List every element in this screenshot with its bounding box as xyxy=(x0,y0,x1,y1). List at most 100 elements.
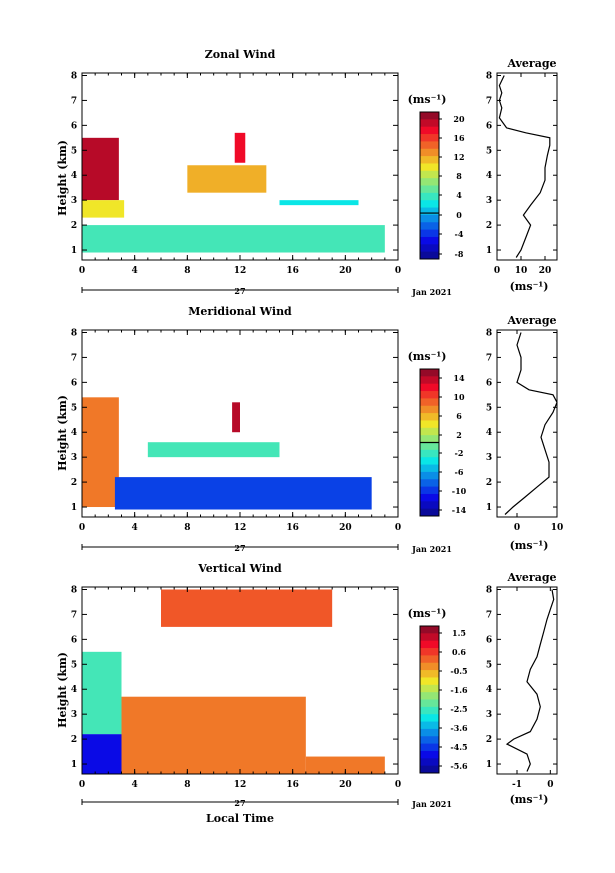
colorbar-tick-label: 20 xyxy=(453,114,465,124)
average-x-tick-label: 0 xyxy=(547,780,553,790)
colorbar-segment xyxy=(420,728,439,737)
colorbar-segment xyxy=(420,398,439,407)
colorbar-segment xyxy=(420,633,439,642)
y-tick-label: 4 xyxy=(71,171,77,181)
y-tick-label: 4 xyxy=(71,428,77,438)
x-tick-label: 12 xyxy=(234,780,247,790)
average-x-tick-label: 10 xyxy=(551,523,564,533)
average-y-tick-label: 5 xyxy=(486,660,492,670)
average-x-tick-label: -1 xyxy=(512,780,522,790)
average-y-tick-label: 8 xyxy=(486,71,492,81)
colorbar-segment xyxy=(420,640,439,649)
y-axis-label: Height (km) xyxy=(56,395,69,471)
heatmap-cell xyxy=(82,734,122,774)
y-tick-label: 7 xyxy=(71,610,77,620)
average-x-tick-label: 0 xyxy=(494,266,500,276)
x-tick-label: 16 xyxy=(286,780,299,790)
colorbar-tick-label: -1.6 xyxy=(450,685,468,695)
colorbar-segment xyxy=(420,229,439,238)
y-tick-label: 8 xyxy=(71,71,77,81)
average-y-tick-label: 1 xyxy=(486,503,492,513)
colorbar-segment xyxy=(420,501,439,510)
y-tick-label: 5 xyxy=(71,146,77,156)
day-label: 27 xyxy=(234,543,245,553)
panel-title: Meridional Wind xyxy=(188,305,292,318)
colorbar-segment xyxy=(420,677,439,686)
y-tick-label: 4 xyxy=(71,685,77,695)
average-y-tick-label: 5 xyxy=(486,146,492,156)
colorbar-segment xyxy=(420,236,439,245)
colorbar-tick-label: -14 xyxy=(452,505,467,515)
y-axis-label: Height (km) xyxy=(56,652,69,728)
average-y-tick-label: 2 xyxy=(486,735,492,745)
colorbar-segment xyxy=(420,112,439,120)
colorbar-tick-label: -2 xyxy=(455,448,464,458)
x-tick-label: 0 xyxy=(79,266,85,276)
panel-meridional-wind: Meridional Wind Height (km) (ms⁻¹) Avera… xyxy=(56,305,563,554)
colorbar-tick-label: -4 xyxy=(455,229,464,239)
y-tick-label: 6 xyxy=(71,121,77,131)
colorbar-segment xyxy=(420,721,439,730)
x-tick-label: 8 xyxy=(184,266,190,276)
colorbar-tick-label: -4.5 xyxy=(450,742,467,752)
colorbar-tick-label: 0 xyxy=(456,210,462,220)
average-frame xyxy=(496,329,558,518)
colorbar-segment xyxy=(420,714,439,723)
colorbar-segment xyxy=(420,699,439,708)
heatmap-cell xyxy=(147,442,280,458)
colorbar-segment xyxy=(420,156,439,164)
colorbar-segment xyxy=(420,442,439,451)
heatmap-cell xyxy=(305,756,385,774)
average-y-tick-label: 1 xyxy=(486,760,492,770)
average-title: Average xyxy=(506,571,556,584)
average-y-tick-label: 2 xyxy=(486,478,492,488)
x-tick-label: 20 xyxy=(339,780,352,790)
colorbar-segment xyxy=(420,486,439,495)
colorbar-segment xyxy=(420,508,439,517)
colorbar-segment xyxy=(420,758,439,767)
y-axis-label: Height (km) xyxy=(56,140,69,216)
colorbar-segment xyxy=(420,207,439,216)
colorbar-segment xyxy=(420,163,439,172)
colorbar-segment xyxy=(420,391,439,399)
x-tick-label: 0 xyxy=(395,523,401,533)
colorbar-tick-label: 6 xyxy=(456,411,462,421)
colorbar-segment xyxy=(420,479,439,488)
x-tick-label: 12 xyxy=(234,266,247,276)
average-y-tick-label: 7 xyxy=(486,610,492,620)
colorbar-segment xyxy=(420,457,439,466)
y-tick-label: 3 xyxy=(71,710,77,720)
x-tick-label: 20 xyxy=(339,266,352,276)
y-tick-label: 6 xyxy=(71,378,77,388)
x-tick-label: 8 xyxy=(184,780,190,790)
x-tick-label: 12 xyxy=(234,523,247,533)
heatmap-cell xyxy=(82,651,122,735)
colorbar-segment xyxy=(420,464,439,473)
colorbar-tick-label: -2.5 xyxy=(450,704,467,714)
colorbar-segment xyxy=(420,706,439,715)
average-title: Average xyxy=(506,314,556,327)
x-tick-label: 4 xyxy=(132,780,138,790)
average-y-tick-label: 4 xyxy=(486,428,492,438)
colorbar-tick-label: -0.5 xyxy=(450,666,467,676)
average-y-tick-label: 1 xyxy=(486,246,492,256)
colorbar-segment xyxy=(420,648,439,656)
y-tick-label: 2 xyxy=(71,478,77,488)
colorbar-segment xyxy=(420,765,439,774)
colorbar-segment xyxy=(420,435,439,443)
average-y-tick-label: 6 xyxy=(486,378,492,388)
day-label: 27 xyxy=(234,286,245,296)
day-label: 27 xyxy=(234,798,245,808)
colorbar-segment xyxy=(420,449,439,458)
y-tick-label: 5 xyxy=(71,403,77,413)
colorbar-unit-label: (ms⁻¹) xyxy=(408,350,447,363)
colorbar-segment xyxy=(420,383,439,392)
average-x-tick-label: 0 xyxy=(514,523,520,533)
colorbar-segment xyxy=(420,170,439,179)
y-tick-label: 8 xyxy=(71,585,77,595)
colorbar-tick-label: 14 xyxy=(453,373,465,383)
y-tick-label: 3 xyxy=(71,196,77,206)
colorbar-tick-label: 16 xyxy=(453,133,465,143)
average-frame xyxy=(496,72,558,261)
x-tick-label: 16 xyxy=(286,266,299,276)
